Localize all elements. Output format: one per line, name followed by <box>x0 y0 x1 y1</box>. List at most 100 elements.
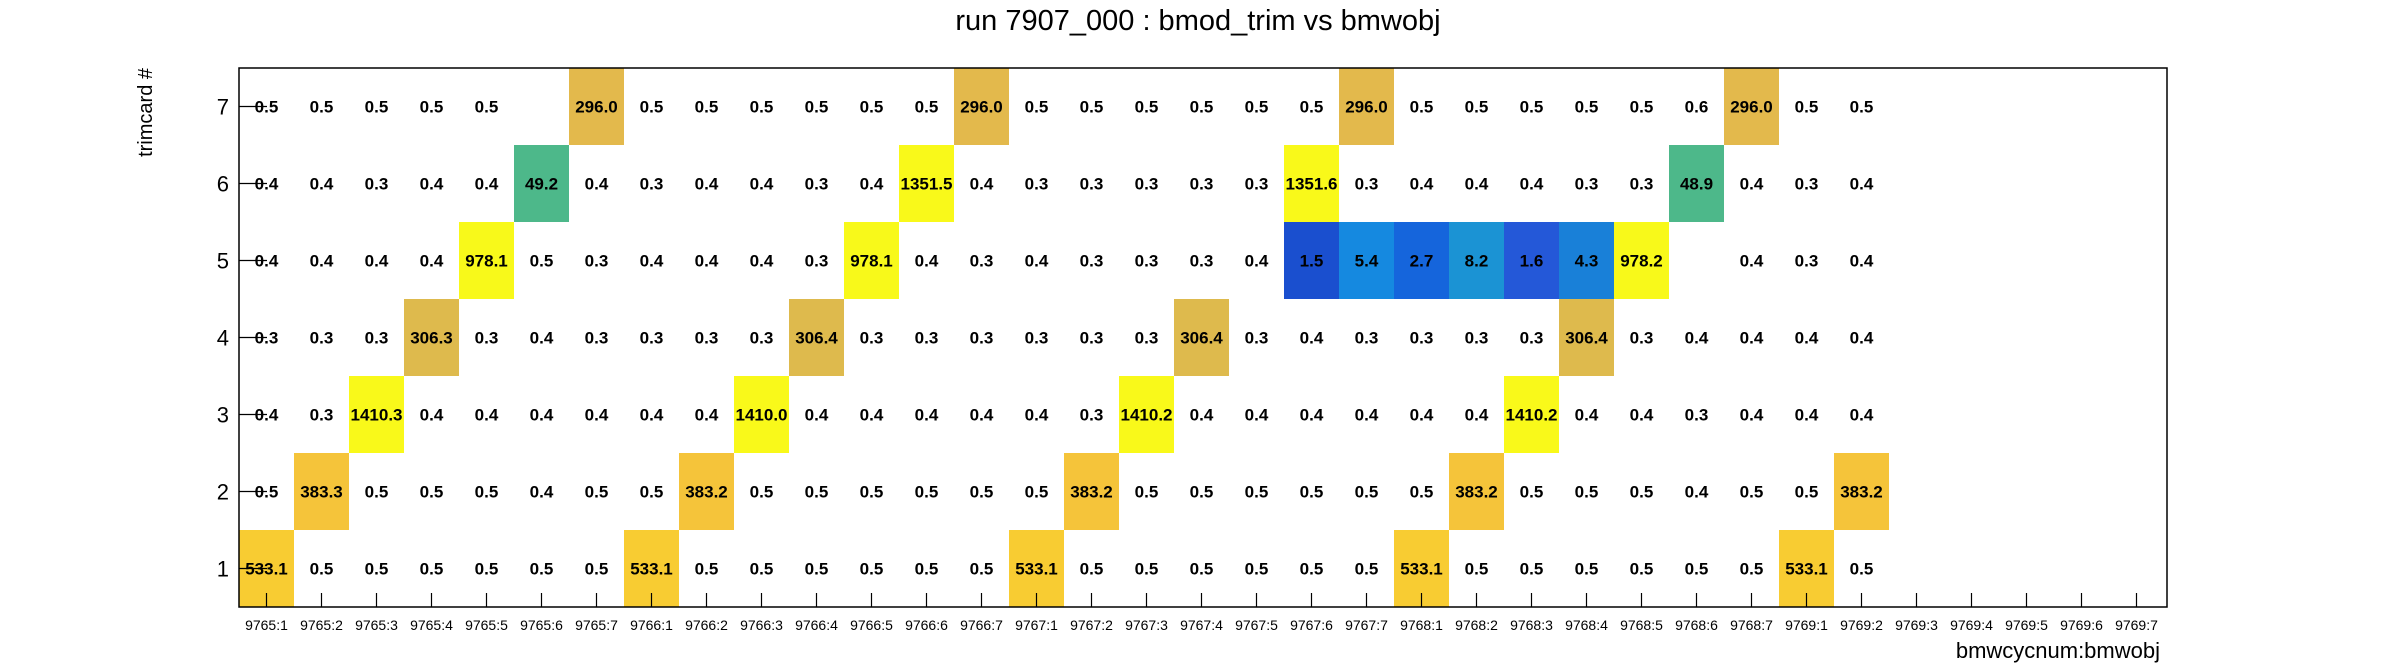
y-tick-label: 2 <box>217 480 229 505</box>
heatmap-cell <box>349 376 404 453</box>
cell-value-label: 0.5 <box>1795 483 1819 502</box>
cell-value-label: 0.5 <box>1685 560 1709 579</box>
cell-value-label: 0.4 <box>1410 175 1434 194</box>
x-tick-label: 9766:7 <box>960 617 1003 633</box>
x-tick-label: 9766:3 <box>740 617 783 633</box>
y-tick-label: 7 <box>217 95 229 120</box>
cell-value-label: 0.3 <box>585 329 609 348</box>
cell-value-label: 0.5 <box>860 98 884 117</box>
cell-value-label: 0.3 <box>970 252 994 271</box>
y-tick-label: 1 <box>217 557 229 582</box>
cell-value-label: 0.3 <box>1630 175 1654 194</box>
cell-value-label: 0.3 <box>1410 329 1434 348</box>
y-tick-label: 3 <box>217 403 229 428</box>
cell-value-label: 0.5 <box>1135 560 1159 579</box>
x-axis-label: bmwcycnum:bmwobj <box>1956 638 2160 663</box>
cell-value-label: 0.3 <box>1135 175 1159 194</box>
cell-value-label: 0.4 <box>1245 406 1269 425</box>
cell-value-label: 0.5 <box>915 560 939 579</box>
cell-value-label: 0.4 <box>970 406 994 425</box>
cell-value-label: 0.4 <box>1795 329 1819 348</box>
cell-value-label: 0.5 <box>695 98 719 117</box>
x-tick-label: 9768:2 <box>1455 617 1498 633</box>
heatmap-cell <box>569 68 624 145</box>
cell-value-label: 533.1 <box>1400 560 1443 579</box>
cell-value-label: 0.5 <box>640 483 664 502</box>
y-tick-label: 6 <box>217 172 229 197</box>
cell-value-label: 0.5 <box>1245 560 1269 579</box>
cell-value-label: 0.3 <box>1630 329 1654 348</box>
cell-value-label: 0.3 <box>1190 252 1214 271</box>
cell-value-label: 0.5 <box>1300 98 1324 117</box>
cell-value-label: 0.5 <box>1575 98 1599 117</box>
cell-value-label: 0.3 <box>1355 329 1379 348</box>
cell-value-labels: 533.1 0.5 0.5 0.5 0.5 0.5 0.5 533.1 0.5 0.5 0.5 0.5… <box>245 98 1883 579</box>
cell-value-label: 0.5 <box>1520 560 1544 579</box>
cell-value-label: 0.5 <box>365 98 389 117</box>
x-tick-label: 9765:6 <box>520 617 563 633</box>
heatmap-cell <box>734 376 789 453</box>
cell-value-label: 0.5 <box>1520 483 1544 502</box>
cell-value-label: 0.5 <box>1190 560 1214 579</box>
cell-value-label: 296.0 <box>1345 98 1388 117</box>
cell-value-label: 306.3 <box>410 329 453 348</box>
x-axis-ticks: 9765:1 9765:2 9765:3 9765:4 9765:5 9765:6 9765… <box>245 593 2158 633</box>
cell-value-label: 0.4 <box>1245 252 1269 271</box>
heatmap-cell <box>1724 68 1779 145</box>
x-tick-label: 9769:5 <box>2005 617 2048 633</box>
y-tick-label: 5 <box>217 249 229 274</box>
cell-value-label: 0.5 <box>1630 483 1654 502</box>
heatmap-cell <box>1119 376 1174 453</box>
cell-value-label: 383.2 <box>1455 483 1498 502</box>
cell-value-label: 0.5 <box>1245 98 1269 117</box>
cell-value-label: 0.4 <box>475 406 499 425</box>
cell-value-label: 296.0 <box>575 98 618 117</box>
cell-value-label: 0.4 <box>1300 329 1324 348</box>
cell-value-label: 0.5 <box>1080 560 1104 579</box>
cell-value-label: 0.3 <box>695 329 719 348</box>
heatmap-cell <box>1339 222 1394 299</box>
x-tick-label: 9769:2 <box>1840 617 1883 633</box>
cell-value-label: 306.4 <box>1180 329 1223 348</box>
x-tick-label: 9765:3 <box>355 617 398 633</box>
cell-value-label: 5.4 <box>1355 252 1379 271</box>
cell-value-label: 0.5 <box>1740 483 1764 502</box>
cell-value-label: 0.4 <box>310 252 334 271</box>
cell-value-label: 0.4 <box>860 175 884 194</box>
cell-value-label: 0.3 <box>1795 175 1819 194</box>
cell-value-label: 0.5 <box>695 560 719 579</box>
x-tick-label: 9768:4 <box>1565 617 1608 633</box>
x-tick-label: 9766:2 <box>685 617 728 633</box>
cell-value-label: 0.4 <box>1685 483 1709 502</box>
cell-value-label: 0.4 <box>420 406 444 425</box>
cell-value-label: 0.3 <box>310 329 334 348</box>
cell-value-label: 0.3 <box>805 252 829 271</box>
cell-value-label: 0.3 <box>1080 406 1104 425</box>
cell-value-label: 0.5 <box>1355 483 1379 502</box>
cell-value-label: 49.2 <box>525 175 558 194</box>
cell-value-label: 0.5 <box>860 483 884 502</box>
heatmap-cell <box>1449 222 1504 299</box>
cell-value-label: 0.5 <box>1025 483 1049 502</box>
cell-value-label: 0.3 <box>365 175 389 194</box>
x-tick-label: 9768:6 <box>1675 617 1718 633</box>
cell-value-label: 0.4 <box>640 406 664 425</box>
cell-value-label: 0.4 <box>530 483 554 502</box>
heatmap-cell <box>1284 145 1339 222</box>
cell-value-label: 0.3 <box>1465 329 1489 348</box>
cell-value-label: 1.5 <box>1300 252 1324 271</box>
y-axis-ticks: 1 2 3 4 5 6 7 <box>217 95 267 582</box>
cell-value-label: 978.2 <box>1620 252 1663 271</box>
x-tick-label: 9765:2 <box>300 617 343 633</box>
cell-value-label: 0.4 <box>915 406 939 425</box>
x-tick-label: 9767:6 <box>1290 617 1333 633</box>
cell-value-label: 0.3 <box>310 406 334 425</box>
cell-value-label: 0.4 <box>750 252 774 271</box>
x-tick-label: 9766:4 <box>795 617 838 633</box>
cell-value-label: 48.9 <box>1680 175 1713 194</box>
cell-value-label: 0.4 <box>695 406 719 425</box>
cell-value-label: 0.5 <box>1850 560 1874 579</box>
cell-value-label: 0.5 <box>970 560 994 579</box>
heatmap-cell <box>844 222 899 299</box>
cell-value-label: 0.3 <box>1080 252 1104 271</box>
